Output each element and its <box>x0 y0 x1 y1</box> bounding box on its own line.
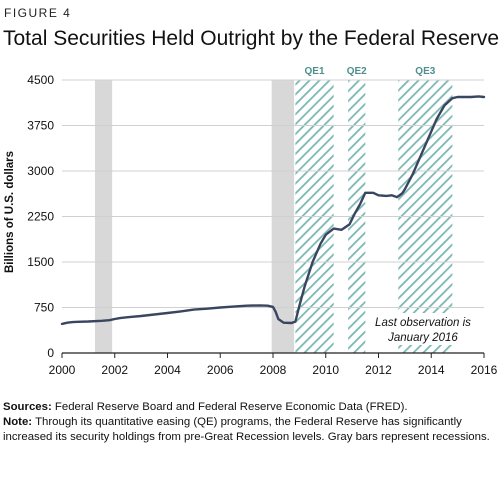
annotation-line-1: Last observation is <box>375 317 471 329</box>
qe2-label: QE2 <box>347 66 367 77</box>
y-tick-label-1500: 1500 <box>27 255 54 269</box>
x-tick-label-2006: 2006 <box>207 363 234 377</box>
y-axis-title: Billions of U.S. dollars <box>4 151 16 273</box>
figure-title: Total Securities Held Outright by the Fe… <box>3 27 500 50</box>
y-tick-label-0: 0 <box>47 346 54 360</box>
x-tick-label-2016: 2016 <box>471 363 498 377</box>
annotation-line-2: January 2016 <box>387 332 458 344</box>
x-tick-label-2000: 2000 <box>49 363 76 377</box>
sources-line: Sources: Federal Reserve Board and Feder… <box>3 400 497 415</box>
securities-line-chart: QE1 QE2 QE3 0 750 1500 2250 3000 3750 4500 2000 20… <box>4 66 498 377</box>
y-tick-label-3750: 3750 <box>27 119 54 133</box>
x-tick-label-2002: 2002 <box>101 363 128 377</box>
note-label: Note: <box>3 416 33 428</box>
x-tick-label-2004: 2004 <box>154 363 181 377</box>
sources-text: Federal Reserve Board and Federal Reserv… <box>51 401 408 413</box>
note-text: Through its quantitative easing (QE) pro… <box>3 416 490 443</box>
y-tick-label-4500: 4500 <box>27 73 54 87</box>
qe3-label: QE3 <box>415 66 435 77</box>
x-tick-label-2014: 2014 <box>418 363 445 377</box>
qe1-label: QE1 <box>305 66 325 77</box>
figure-notes: Sources: Federal Reserve Board and Feder… <box>3 400 497 445</box>
x-tick-label-2008: 2008 <box>260 363 287 377</box>
sources-label: Sources: <box>3 401 52 413</box>
y-tick-label-2250: 2250 <box>27 210 54 224</box>
y-tick-label-3000: 3000 <box>27 164 54 178</box>
y-tick-label-750: 750 <box>34 301 54 315</box>
series-line-1 <box>60 95 486 326</box>
note-line: Note: Through its quantitative easing (Q… <box>3 415 497 445</box>
figure-label: FIGURE 4 <box>4 6 72 20</box>
x-tick-label-2012: 2012 <box>365 363 392 377</box>
annotation-mask <box>370 313 465 345</box>
x-tick-label-2010: 2010 <box>312 363 339 377</box>
